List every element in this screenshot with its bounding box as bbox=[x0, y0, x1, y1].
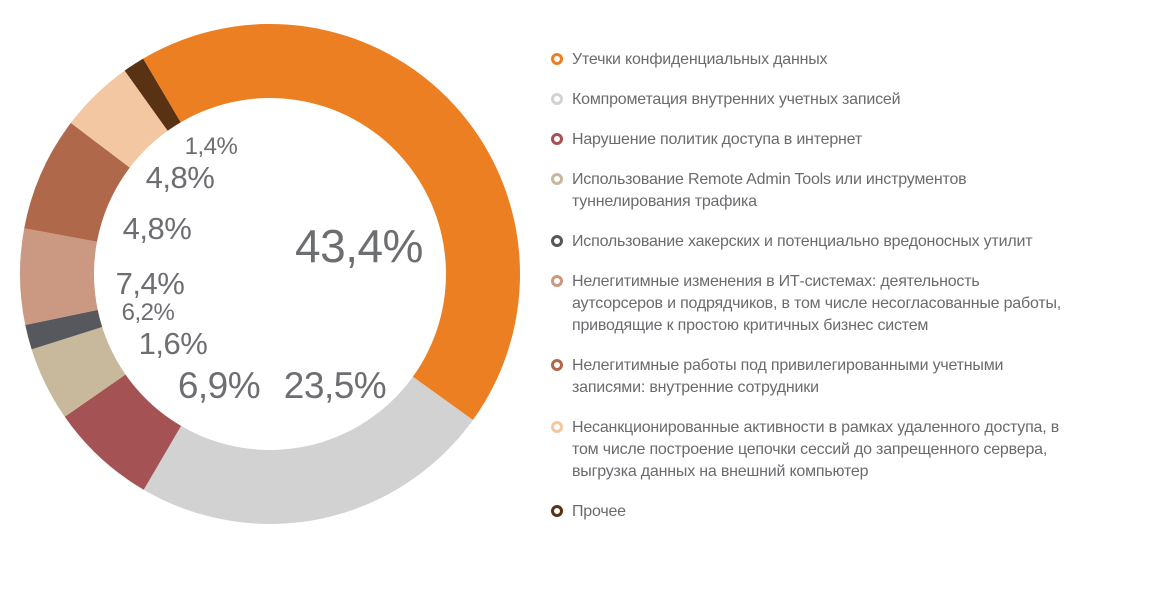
legend-label: аутсорсеров и подрядчиков, в том числе н… bbox=[572, 295, 1061, 312]
legend-item-0: Утечки конфиденциальных данных bbox=[550, 49, 1165, 71]
donut-slice-2 bbox=[64, 374, 182, 490]
legend-ring-icon bbox=[551, 133, 563, 145]
legend-item-4: Использование хакерских и потенциально в… bbox=[550, 231, 1165, 253]
legend-ring-icon bbox=[551, 93, 563, 105]
donut-slice-5 bbox=[20, 228, 98, 326]
legend-item-8: Прочее bbox=[550, 501, 1165, 523]
legend-ring-icon bbox=[551, 275, 563, 287]
legend-label: Использование хакерских и потенциально в… bbox=[572, 233, 1033, 250]
legend-item-5: Нелегитимные изменения в ИТ-системах: де… bbox=[550, 271, 1165, 337]
donut-slice-7 bbox=[70, 70, 168, 168]
legend-ring-icon bbox=[551, 53, 563, 65]
legend-label: Утечки конфиденциальных данных bbox=[572, 51, 828, 68]
donut-slice-8 bbox=[124, 58, 181, 131]
donut-slice-4 bbox=[25, 309, 103, 350]
legend-ring-icon bbox=[551, 235, 563, 247]
slice-value-label-3: 1,6% bbox=[138, 326, 208, 361]
donut-slice-6 bbox=[24, 122, 130, 242]
legend-item-1: Компрометация внутренних учетных записей bbox=[550, 89, 1165, 111]
slice-value-label-4: 6,2% bbox=[121, 299, 175, 326]
legend-label: приводящие к простою критичных бизнес си… bbox=[572, 317, 929, 334]
slice-value-label-0: 43,4% bbox=[295, 220, 423, 272]
legend-label: Прочее bbox=[572, 503, 626, 520]
legend-label: Нелегитимные изменения в ИТ-системах: де… bbox=[572, 273, 980, 290]
donut-chart bbox=[20, 23, 521, 524]
legend-label: выгрузка данных на внешний компьютер bbox=[572, 463, 869, 480]
legend-ring-icon bbox=[551, 505, 563, 517]
legend-label: Нелегитимные работы под привилегированны… bbox=[572, 357, 1004, 374]
donut-slice-0 bbox=[143, 23, 521, 421]
legend-label: туннелирования трафика bbox=[572, 193, 757, 210]
legend-label: Компрометация внутренних учетных записей bbox=[572, 91, 901, 108]
slice-value-label-8: 1,4% bbox=[184, 133, 238, 160]
legend-label: Нарушение политик доступа в интернет bbox=[572, 131, 862, 148]
legend-label: том числе построение цепочки сессий до з… bbox=[572, 441, 1048, 458]
donut-chart-area: 43,4% 23,5% 6,9% 1,6% 6,2% 7,4% 4,8% 4,8… bbox=[0, 0, 545, 589]
legend-item-7: Несанкционированные активности в рамках … bbox=[550, 417, 1165, 483]
legend-label: записями: внутренние сотрудники bbox=[572, 379, 819, 396]
legend-label: Несанкционированные активности в рамках … bbox=[572, 419, 1060, 436]
donut-slice-1 bbox=[143, 376, 473, 524]
legend-item-3: Использование Remote Admin Tools или инс… bbox=[550, 169, 1165, 213]
slice-value-label-5: 7,4% bbox=[115, 266, 185, 301]
slice-value-label-6: 4,8% bbox=[122, 211, 192, 246]
slice-value-label-1: 23,5% bbox=[283, 365, 387, 406]
legend-ring-icon bbox=[551, 359, 563, 371]
legend-ring-icon bbox=[551, 173, 563, 185]
slice-value-label-7: 4,8% bbox=[145, 160, 215, 195]
legend-label: Использование Remote Admin Tools или инс… bbox=[572, 171, 967, 188]
slice-value-label-2: 6,9% bbox=[177, 365, 261, 406]
legend: Утечки конфиденциальных данных Компромет… bbox=[550, 49, 1165, 541]
legend-item-2: Нарушение политик доступа в интернет bbox=[550, 129, 1165, 151]
legend-ring-icon bbox=[551, 421, 563, 433]
legend-item-6: Нелегитимные работы под привилегированны… bbox=[550, 355, 1165, 399]
donut-slice-3 bbox=[31, 327, 126, 417]
